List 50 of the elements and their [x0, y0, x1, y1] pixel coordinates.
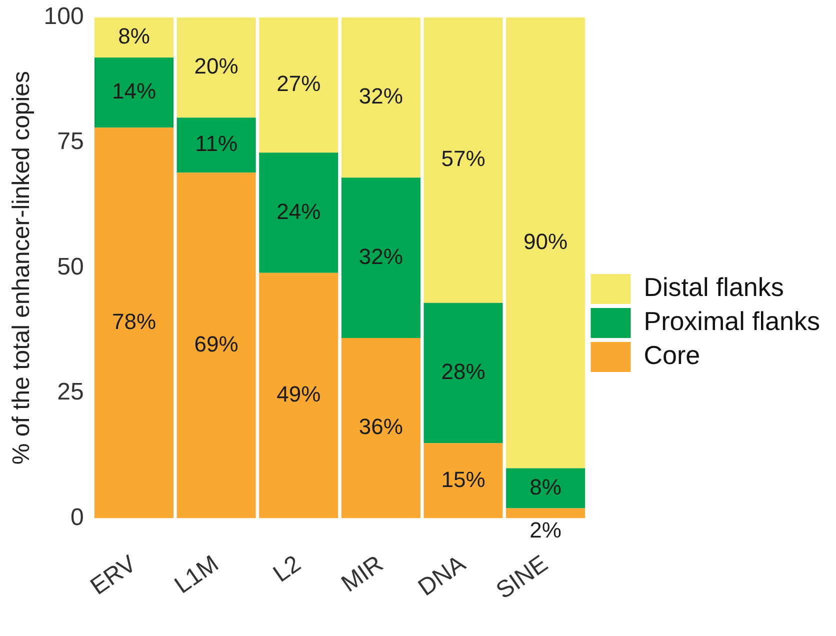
bar — [506, 17, 586, 468]
data-label: 2% — [530, 517, 562, 542]
y-tick-label: 0 — [70, 504, 84, 531]
data-label: 32% — [358, 244, 403, 269]
data-label: 78% — [112, 309, 156, 334]
data-label: 24% — [276, 198, 321, 224]
bar — [94, 17, 174, 58]
data-label: 32% — [358, 84, 403, 109]
x-tick-label: MIR — [336, 550, 388, 598]
bar — [506, 468, 586, 508]
data-label: 49% — [276, 382, 321, 407]
bar — [424, 443, 503, 518]
data-label: 15% — [441, 466, 486, 492]
bar — [424, 17, 503, 303]
x-tick-label: ERV — [86, 550, 142, 600]
data-label: 14% — [112, 78, 156, 104]
x-tick-label: L2 — [268, 550, 306, 588]
bar — [259, 272, 338, 518]
x-tick-label: L1M — [170, 550, 224, 600]
data-label: 28% — [441, 359, 486, 384]
bar — [259, 152, 338, 273]
y-tick-label: 100 — [44, 3, 84, 30]
y-tick-label: 50 — [57, 253, 84, 280]
x-tick-label: DNA — [414, 550, 470, 602]
data-label: 69% — [194, 332, 238, 357]
data-label: 57% — [441, 146, 486, 172]
bar — [259, 17, 338, 153]
bar — [176, 172, 256, 518]
bar — [341, 17, 420, 178]
bar — [176, 17, 256, 118]
y-tick-label: 25 — [57, 378, 84, 406]
data-label: 27% — [276, 71, 321, 96]
bar — [506, 508, 586, 518]
bar — [424, 302, 503, 444]
legend-label: Distal flanks — [644, 272, 784, 302]
data-label: 20% — [194, 54, 238, 79]
data-label: 8% — [530, 474, 562, 500]
y-axis-title: % of the total enhancer-linked copies — [8, 71, 36, 465]
legend-label: Core — [644, 340, 700, 370]
bar — [341, 178, 420, 338]
bar — [94, 57, 174, 128]
data-label: 11% — [195, 131, 238, 156]
data-label: 36% — [358, 414, 403, 440]
legend-label: Proximal flanks — [644, 306, 820, 336]
bar — [94, 128, 174, 518]
bar — [176, 118, 256, 173]
y-tick-label: 75 — [57, 128, 84, 156]
data-label: 8% — [118, 24, 150, 48]
data-label: 90% — [524, 228, 568, 254]
bar — [341, 338, 420, 518]
